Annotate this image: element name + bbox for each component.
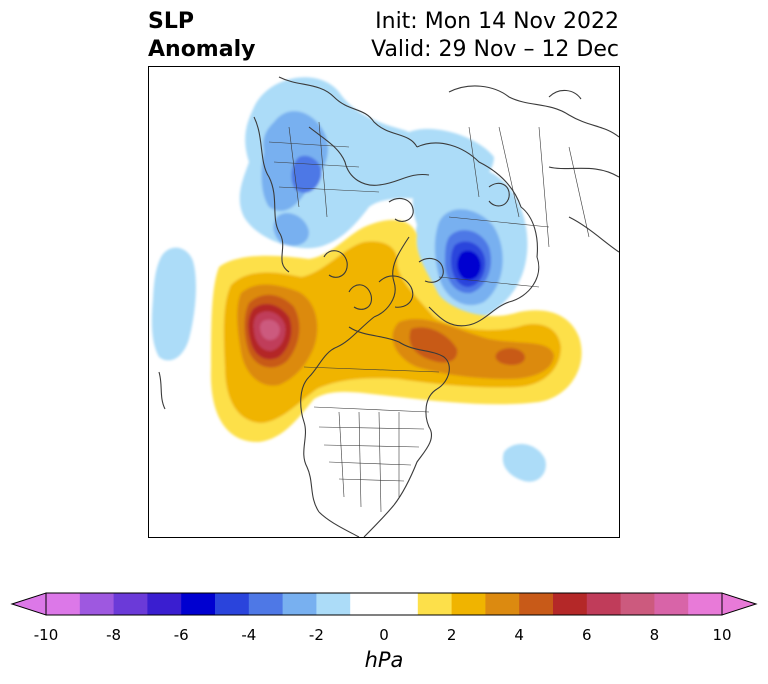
- colorbar: [10, 592, 758, 616]
- colorbar-tick-label: -4: [241, 626, 257, 644]
- colorbar-segment: [248, 593, 284, 615]
- colorbar-tick-label: -10: [33, 626, 59, 644]
- colorbar-segment: [46, 593, 81, 615]
- colorbar-tick-label: 2: [446, 626, 457, 644]
- siberia-low: [412, 165, 528, 324]
- borders: [268, 121, 590, 513]
- colorbar-segment: [282, 593, 317, 615]
- colorbar-tick-label: 6: [582, 626, 592, 644]
- colorbar-segment: [519, 593, 554, 615]
- colorbar-unit: hPa: [364, 648, 404, 672]
- colorbar-tick-label: -2: [308, 626, 324, 644]
- colorbar-segment: [79, 593, 115, 615]
- valid-range: Valid: 29 Nov – 12 Dec: [371, 37, 619, 62]
- chart-title: SLP Anomaly: [148, 8, 255, 64]
- colorbar-segment: [586, 593, 622, 615]
- map-panel: [148, 66, 620, 538]
- title-line-2: Anomaly: [148, 37, 256, 62]
- pacific-low: [151, 247, 196, 361]
- colorbar-tick-label: -6: [173, 626, 189, 644]
- coastlines: [158, 76, 619, 537]
- colorbar-tick-label: -8: [106, 626, 122, 644]
- colorbar-segment: [316, 593, 351, 615]
- colorbar-segment: [620, 593, 655, 615]
- colorbar-segment: [147, 593, 182, 615]
- colorbar-segment: [553, 593, 588, 615]
- colorbar-segments: [46, 593, 723, 615]
- colorbar-segment: [113, 593, 148, 615]
- colorbar-segment: [485, 593, 520, 615]
- colorbar-segment: [688, 593, 723, 615]
- init-date: Init: Mon 14 Nov 2022: [375, 9, 619, 34]
- date-info: Init: Mon 14 Nov 2022 Valid: 29 Nov – 12…: [371, 8, 619, 64]
- colorbar-segment: [451, 593, 486, 615]
- colorbar-tick-label: 0: [379, 626, 389, 644]
- colorbar-extend-high: [721, 592, 758, 616]
- colorbar-ticks: -10 -8 -6 -4 -2 0 2 4 6 8 10: [0, 626, 768, 646]
- colorbar-tick-label: 10: [712, 626, 732, 644]
- anomaly-map: [151, 76, 619, 537]
- colorbar-segment: [654, 593, 689, 615]
- north-atlantic-low: [239, 77, 494, 249]
- colorbar-tick-label: 4: [514, 626, 524, 644]
- title-line-1: SLP: [148, 9, 194, 34]
- colorbar-outline: [45, 592, 723, 616]
- colorbar-segment: [215, 593, 250, 615]
- western-atlantic-low: [502, 443, 546, 482]
- colorbar-tick-label: 8: [649, 626, 660, 644]
- colorbar-extend-low: [10, 592, 47, 616]
- colorbar-segment: [417, 593, 453, 615]
- colorbar-segment: [350, 593, 419, 615]
- colorbar-segment: [181, 593, 216, 615]
